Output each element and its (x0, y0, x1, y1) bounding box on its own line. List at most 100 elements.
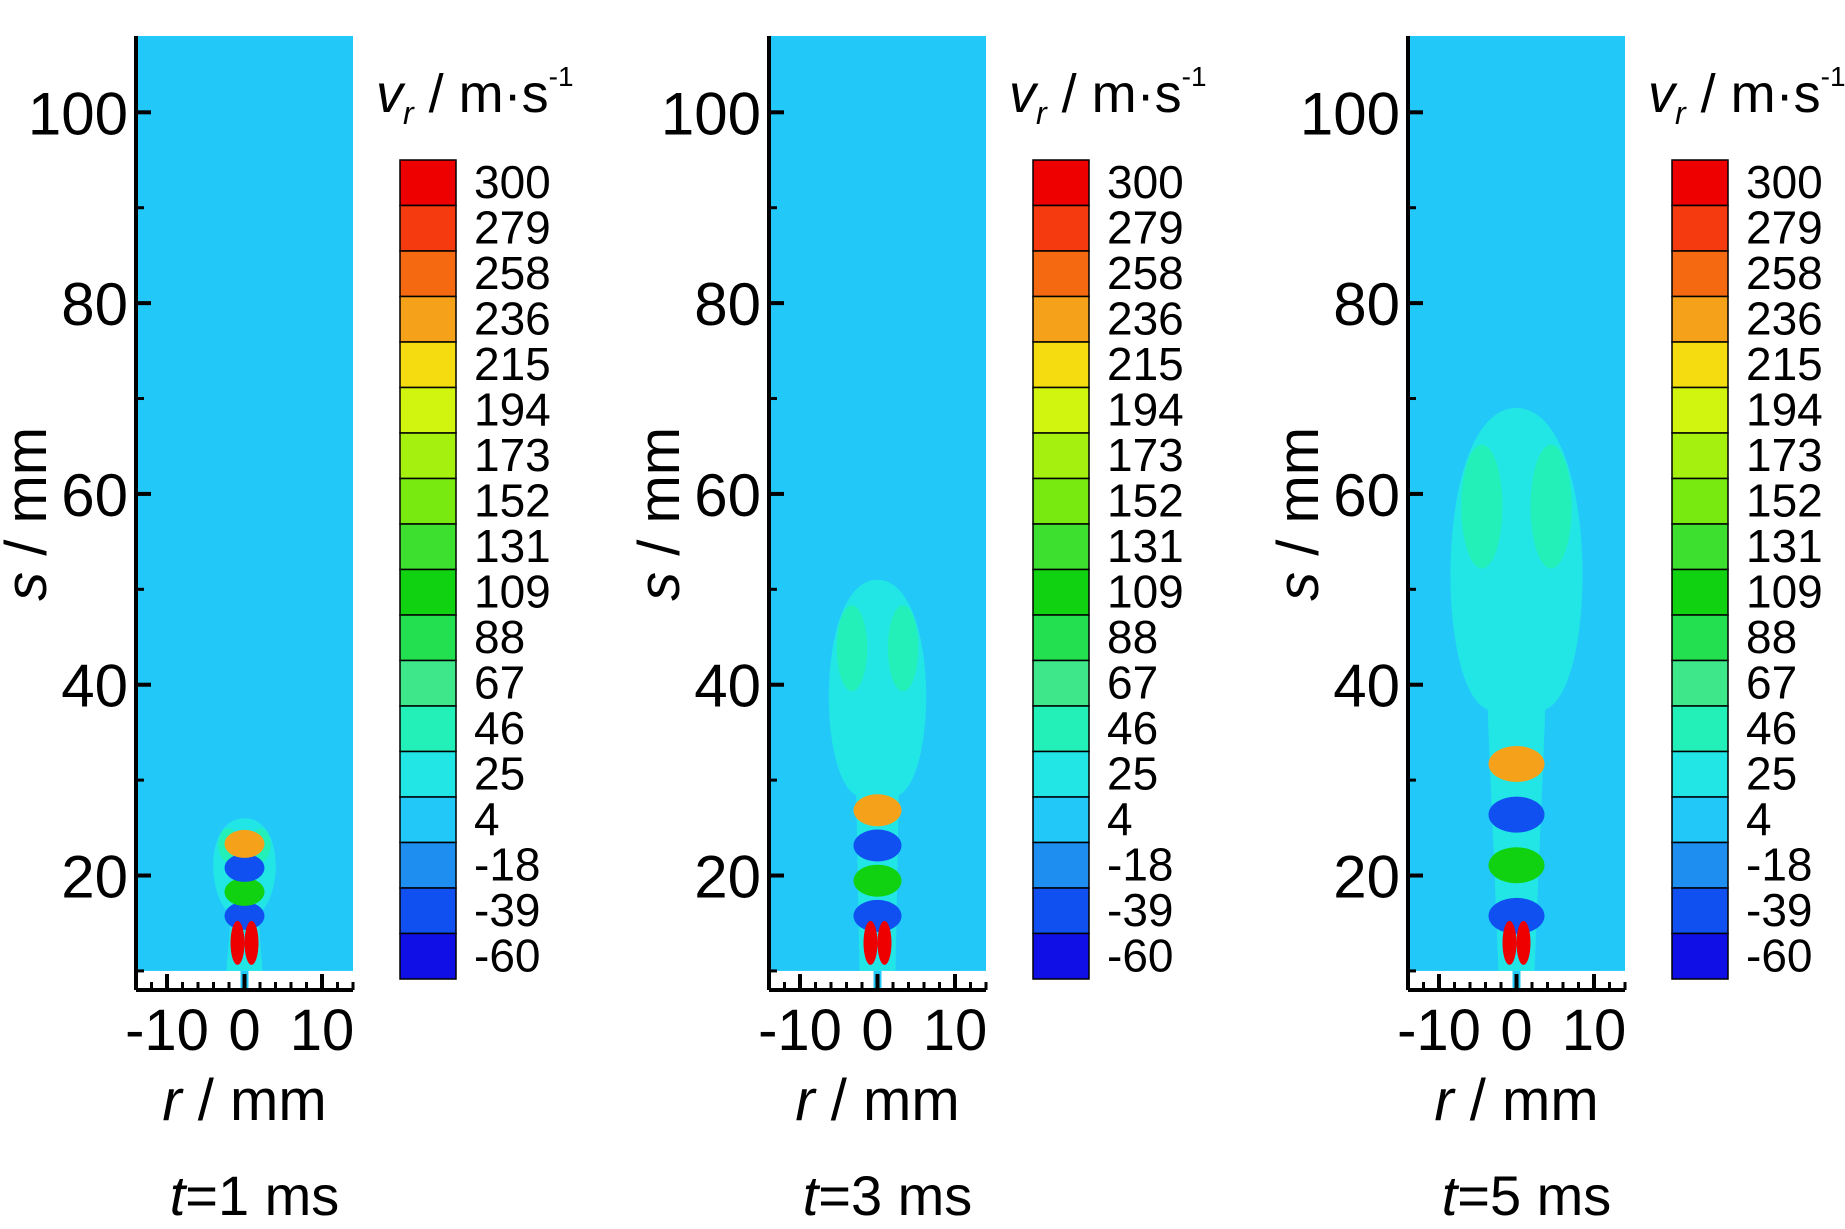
colorbar-swatch (1032, 386, 1090, 434)
colorbar-level-label: 4 (474, 793, 500, 845)
colorbar-swatch (1032, 159, 1090, 207)
colorbar-swatch (1032, 523, 1090, 571)
colorbar-swatch (1671, 341, 1729, 389)
colorbar-title: vr / m·s-1 (1648, 61, 1845, 131)
colorbar-level-label: 173 (1746, 429, 1823, 481)
colorbar-level-label: 88 (1107, 611, 1158, 663)
y-axis-label: s / mm (0, 427, 59, 601)
y-axis-label: s / mm (627, 427, 692, 601)
colorbar-swatch (399, 750, 457, 798)
jet-core-right (244, 920, 259, 965)
colorbar-level-label: 258 (1746, 247, 1823, 299)
colorbar-level-label: 109 (1107, 566, 1184, 618)
colorbar-swatch (1032, 750, 1090, 798)
x-tick-label: 0 (1500, 998, 1532, 1063)
y-tick-label: 80 (694, 271, 761, 338)
colorbar-level-label: 88 (474, 611, 525, 663)
colorbar-level-label: -39 (1746, 884, 1812, 936)
colorbar-level-label: 4 (1746, 793, 1772, 845)
time-caption: t=1 ms (170, 1164, 340, 1227)
x-axis-label: r / mm (162, 1068, 326, 1133)
colorbar-swatch (399, 887, 457, 935)
shock-cell (224, 877, 265, 906)
colorbar-level-label: 152 (474, 475, 551, 527)
shock-cell (853, 829, 902, 862)
contour-plot-t3: 20 40 60 80 100 -10 0 10r / mm s / mm t=3 ms vr / … (627, 36, 1207, 1227)
vortex-lobe-right (1530, 444, 1572, 569)
colorbar-level-label: 215 (474, 338, 551, 390)
colorbar-level-label: -39 (1107, 884, 1173, 936)
jet-core-left (230, 920, 245, 965)
y-tick-label: 100 (1300, 80, 1400, 147)
colorbar-swatch (1032, 568, 1090, 616)
panel-t3: 20 40 60 80 100 -10 0 10 r / mm s / mm t=3 ms vr / … (627, 0, 1248, 1229)
colorbar-level-label: 4 (1107, 793, 1133, 845)
colorbar: 300279258236215194173152131109886746254-… (1032, 156, 1184, 982)
colorbar-swatch (399, 159, 457, 207)
colorbar-swatch (399, 796, 457, 844)
colorbar-level-label: 236 (474, 293, 551, 345)
jet-core-left (863, 920, 878, 965)
colorbar-level-label: 236 (1107, 293, 1184, 345)
colorbar-swatch (1032, 295, 1090, 343)
colorbar-swatch (399, 341, 457, 389)
x-tick-label: 0 (861, 998, 893, 1063)
colorbar-swatch (1671, 887, 1729, 935)
shock-cell (224, 901, 265, 930)
x-tick-label: 10 (1562, 998, 1627, 1063)
panel-t5: 20 40 60 80 100 -10 0 10 r / mm s / mm t=5 ms vr / … (1266, 0, 1845, 1229)
y-tick-label: 80 (1333, 271, 1400, 338)
colorbar-swatch (1032, 659, 1090, 707)
jet-core-left (1502, 920, 1517, 965)
colorbar-level-label: 194 (474, 384, 551, 436)
y-tick-label: 60 (694, 462, 761, 529)
colorbar-level-label: -60 (1746, 930, 1812, 982)
vortex-lobe-left (1461, 444, 1503, 569)
colorbar-swatch (399, 250, 457, 298)
colorbar-swatch (1032, 341, 1090, 389)
colorbar-swatch (399, 841, 457, 889)
panel-t1: 20 40 60 80 100 -10 0 10 r / mm s / mm t=1 ms vr / … (0, 0, 615, 1229)
x-tick-label: -10 (1397, 998, 1481, 1063)
x-tick-label: 10 (923, 998, 988, 1063)
colorbar-level-label: 258 (1107, 247, 1184, 299)
colorbar-level-label: 279 (474, 202, 551, 254)
x-axis-label: r / mm (1434, 1068, 1598, 1133)
time-caption: t=3 ms (803, 1164, 973, 1227)
colorbar-title: vr / m·s-1 (1009, 61, 1207, 131)
colorbar-swatch (1671, 204, 1729, 252)
contour-plot-t1: 20 40 60 80 100 -10 0 10r / mm s / mm t=1 ms vr / … (0, 36, 574, 1227)
colorbar-swatch (399, 204, 457, 252)
colorbar-level-label: 215 (1107, 338, 1184, 390)
y-axis-label: s / mm (1266, 427, 1331, 601)
colorbar-level-label: -60 (474, 930, 540, 982)
colorbar-level-label: -39 (474, 884, 540, 936)
colorbar-level-label: 279 (1746, 202, 1823, 254)
y-tick-label: 40 (1333, 653, 1400, 720)
colorbar: 300279258236215194173152131109886746254-… (399, 156, 551, 982)
jet-plume (213, 818, 276, 971)
colorbar-level-label: 67 (1746, 657, 1797, 709)
shock-cell (853, 794, 902, 827)
shock-cell (224, 829, 265, 858)
shock-cell (224, 853, 265, 882)
colorbar-swatch (1671, 659, 1729, 707)
shock-cell (1488, 745, 1545, 782)
colorbar-swatch (399, 477, 457, 525)
y-tick-label: 100 (28, 80, 128, 147)
colorbar-swatch (1671, 477, 1729, 525)
colorbar-swatch (1671, 295, 1729, 343)
y-tick-label: 20 (61, 844, 128, 911)
y-tick-label: 20 (1333, 844, 1400, 911)
contour-plot-t5: 20 40 60 80 100 -10 0 10r / mm s / mm t=5 ms vr / … (1266, 36, 1845, 1227)
colorbar-swatch (399, 295, 457, 343)
colorbar-swatch (399, 523, 457, 571)
shock-cell (1488, 897, 1545, 934)
colorbar-swatch (1671, 432, 1729, 480)
colorbar-swatch (1032, 432, 1090, 480)
colorbar-level-label: 109 (474, 566, 551, 618)
colorbar-level-label: 46 (1107, 702, 1158, 754)
colorbar-swatch (1671, 705, 1729, 753)
colorbar-level-label: 25 (1107, 748, 1158, 800)
vortex-lobe-right (887, 605, 919, 692)
